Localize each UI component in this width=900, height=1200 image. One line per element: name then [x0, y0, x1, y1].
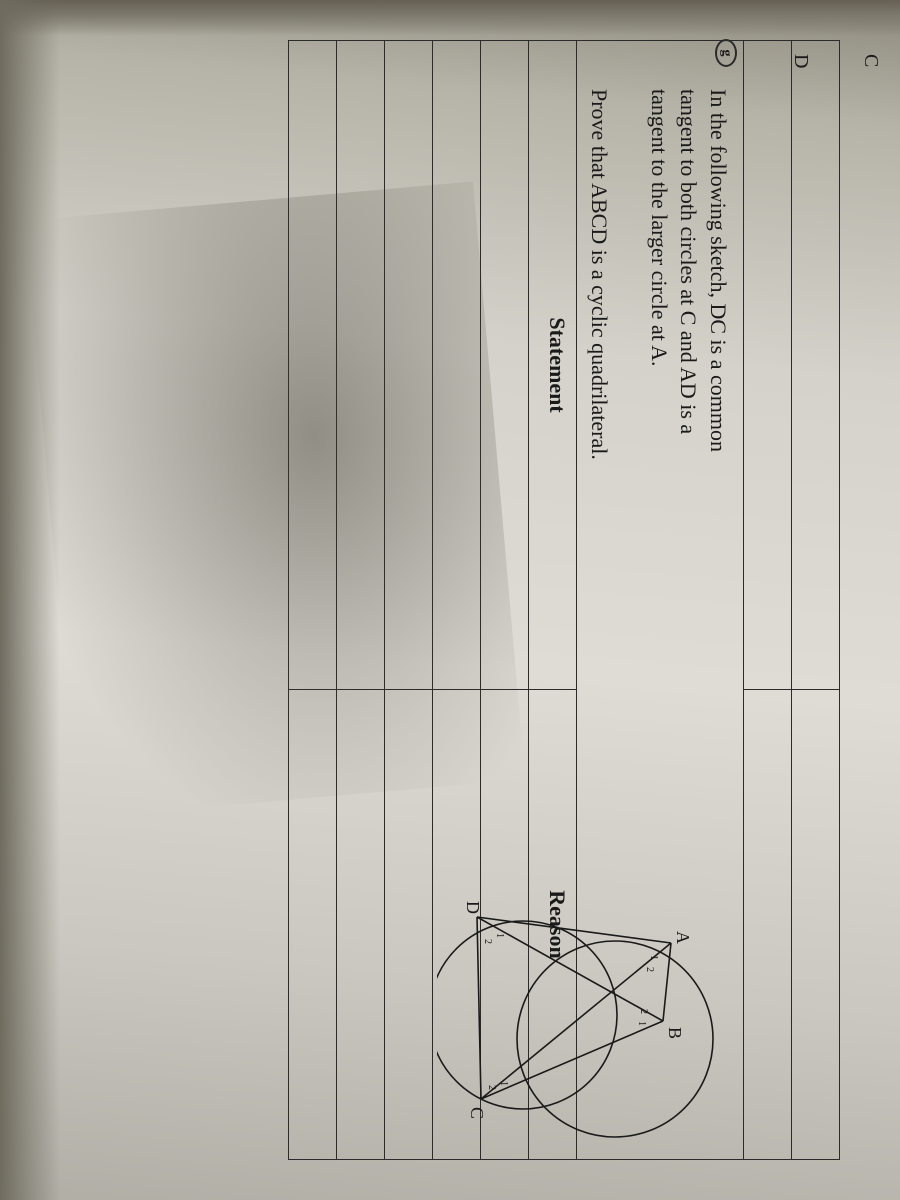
statement-header-cell: Statement — [528, 41, 576, 690]
table-row — [792, 41, 840, 1160]
problem-row: g In the following sketch, DC is a commo… — [576, 41, 743, 1160]
problem-text: In the following sketch, DC is a common … — [585, 89, 733, 709]
svg-text:C: C — [467, 1107, 487, 1119]
table-row — [336, 41, 384, 1160]
binding-edge — [0, 0, 900, 36]
problem-line-4: Prove that ABCD is a cyclic quadrilatera… — [587, 89, 612, 460]
problem-line-3: tangent to the larger circle at A. — [647, 89, 672, 367]
problem-line-1: In the following sketch, DC is a common — [706, 89, 731, 452]
paper-sheet: C D g In the foll — [0, 0, 900, 1200]
svg-text:1: 1 — [498, 1081, 509, 1086]
svg-text:2: 2 — [486, 1085, 497, 1090]
svg-text:B: B — [665, 1027, 685, 1039]
svg-text:1: 1 — [648, 955, 659, 960]
page-root: C D g In the foll — [0, 150, 750, 1050]
bottom-fade — [0, 0, 60, 1200]
svg-text:D: D — [463, 901, 483, 914]
table-row — [288, 41, 336, 1160]
stray-label-c: C — [859, 54, 882, 67]
svg-text:2: 2 — [644, 967, 655, 972]
table-row — [384, 41, 432, 1160]
table-row — [744, 41, 792, 1160]
svg-text:2: 2 — [638, 1009, 649, 1014]
content-grid: g In the following sketch, DC is a commo… — [40, 40, 840, 1160]
svg-text:1: 1 — [636, 1021, 647, 1026]
problem-line-2: tangent to both circles at C and AD is a — [676, 89, 701, 434]
worksheet-table: g In the following sketch, DC is a commo… — [288, 40, 840, 1160]
svg-text:A: A — [673, 931, 693, 944]
svg-text:1: 1 — [494, 933, 505, 938]
question-marker: g — [715, 39, 737, 67]
geometry-diagram: ABCD12211212 — [437, 891, 737, 1151]
svg-text:2: 2 — [482, 939, 493, 944]
question-marker-label: g — [718, 50, 734, 57]
